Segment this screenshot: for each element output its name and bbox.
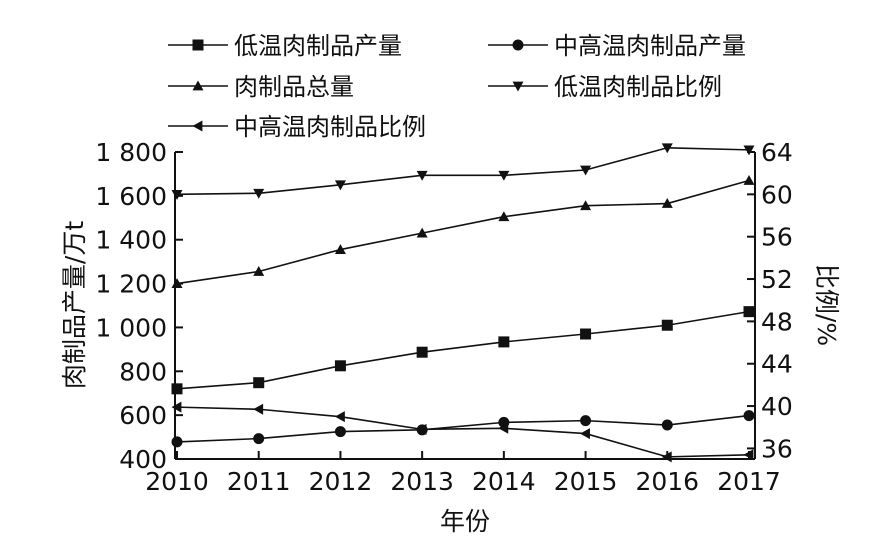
data-point [253,377,265,389]
data-point [334,360,346,372]
series-1 [171,306,755,395]
series-line [176,179,750,285]
data-point [253,403,264,415]
y2-tick-label: 40 [761,392,793,421]
y-tick-label: 1 800 [95,138,167,167]
data-point [498,211,510,222]
data-point [171,278,183,288]
legend-marker [192,80,204,91]
legend-label: 肉制品总量 [234,73,354,101]
series-line [176,310,750,390]
data-point [743,306,755,318]
data-point [743,410,755,422]
legend-marker [512,81,524,92]
legend-marker [192,39,204,51]
y2-tick-label: 64 [761,138,793,167]
data-point [334,180,346,191]
legend-label: 中高温肉制品比例 [234,113,426,141]
x-tick-label: 2013 [390,467,454,496]
y2-tick-label: 56 [761,223,793,252]
ticks: 400 600 800 1 000 1 200 1 400 1 600 1 800 36 40 44… [95,138,792,496]
data-point [661,319,673,331]
data-point [253,188,265,199]
data-point [661,198,673,208]
data-point [171,401,182,413]
legend-label: 低温肉制品产量 [234,32,402,60]
y2-tick-label: 48 [761,307,793,336]
data-point [580,428,590,440]
series-line [176,414,750,443]
series-3 [171,175,755,288]
data-point [498,336,510,348]
y2-tick-label: 60 [761,180,793,209]
data-point [580,415,592,427]
series-4 [171,143,755,200]
data-point [661,143,673,154]
data-point [498,170,510,181]
data-point [253,266,265,276]
legend-item: 中高温肉制品产量 [488,32,746,60]
data-point [416,423,427,435]
x-tick-label: 2010 [145,467,209,496]
data-point [580,165,592,176]
legend-item: 肉制品总量 [168,73,354,101]
data-point [743,145,755,156]
data-point [416,346,428,358]
data-point [661,451,672,463]
y2-tick-label: 36 [761,434,793,463]
data-point [743,175,755,185]
x-tick-label: 2017 [717,467,781,496]
legend-label: 中高温肉制品产量 [554,32,746,60]
data-point [743,449,754,461]
data-point [416,227,428,238]
legend-item: 低温肉制品比例 [488,73,722,101]
legend-item: 低温肉制品产量 [168,32,402,60]
y-tick-label: 400 [119,445,167,474]
data-point [334,411,345,423]
data-point [580,328,592,340]
x-tick-label: 2015 [554,467,618,496]
series-line [176,146,750,196]
data-point [661,419,673,431]
data-point [334,426,346,438]
x-axis-title: 年份 [440,507,490,536]
data-point [334,244,346,254]
y-axis-title: 肉制品产量/万t [60,221,89,389]
legend-marker [512,39,524,51]
series-5 [171,401,754,463]
x-tick-label: 2014 [472,467,536,496]
y2-axis-title: 比例/% [812,264,841,346]
data-point [171,436,183,448]
data-point [416,170,428,181]
y-tick-label: 1 000 [95,313,167,342]
y-tick-label: 1 200 [95,270,167,299]
data-point [171,383,183,395]
y-tick-label: 600 [119,401,167,430]
y2-tick-label: 44 [761,350,793,379]
x-tick-label: 2011 [227,467,291,496]
y2-tick-label: 52 [761,265,793,294]
y-tick-label: 1 600 [95,182,167,211]
y-tick-label: 800 [119,357,167,386]
legend-item: 中高温肉制品比例 [168,113,426,141]
y-tick-label: 1 400 [95,226,167,255]
series-line [176,406,750,458]
data-point [580,200,592,211]
x-tick-label: 2016 [635,467,699,496]
legend-marker [192,120,203,132]
legend-label: 低温肉制品比例 [554,73,722,101]
data-point [253,433,265,445]
x-tick-label: 2012 [309,467,373,496]
data-point [171,189,183,200]
data-point [498,422,509,434]
series-layer [171,143,755,463]
